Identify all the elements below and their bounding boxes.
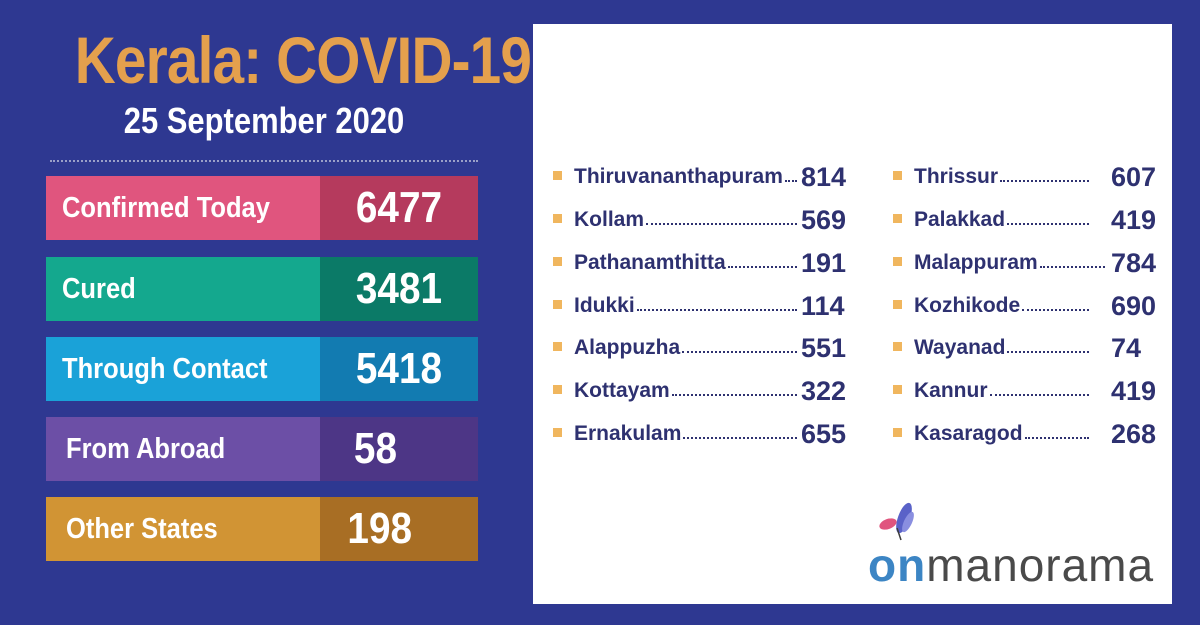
leader-dots xyxy=(682,351,797,353)
butterfly-icon xyxy=(879,502,914,541)
leader-dots xyxy=(646,223,797,225)
district-value: 607 xyxy=(1111,162,1157,192)
district-row: Kozhikode 690 xyxy=(893,281,1163,321)
stat-label: Confirmed Today xyxy=(46,176,320,240)
stat-confirmed-today: Confirmed Today 6477 xyxy=(46,176,478,240)
bullet-icon xyxy=(893,257,902,266)
district-name: Ernakulam xyxy=(574,422,682,445)
divider xyxy=(50,160,478,162)
logo-prefix: on xyxy=(868,539,927,591)
bullet-icon xyxy=(553,171,562,180)
leader-dots xyxy=(1022,309,1089,311)
district-value: 322 xyxy=(801,376,847,406)
district-name: Thrissur xyxy=(914,165,999,188)
district-name: Palakkad xyxy=(914,208,1006,231)
leader-dots xyxy=(784,180,797,182)
district-row: Thrissur 607 xyxy=(893,152,1163,192)
district-value: 74 xyxy=(1111,333,1142,363)
district-name: Kollam xyxy=(574,208,645,231)
bullet-icon xyxy=(893,342,902,351)
district-row: Thiruvananthapuram 814 xyxy=(553,152,853,192)
stat-label: From Abroad xyxy=(46,417,320,481)
district-name: Pathanamthitta xyxy=(574,251,726,274)
page-title: Kerala: COVID-19 xyxy=(74,23,532,97)
stat-cured: Cured 3481 xyxy=(46,257,478,321)
stat-through-contact: Through Contact 5418 xyxy=(46,337,478,401)
leader-dots xyxy=(671,394,797,396)
bullet-icon xyxy=(893,428,902,437)
stat-value: 198 xyxy=(320,497,478,561)
district-value: 268 xyxy=(1111,419,1157,449)
district-row: Idukki 114 xyxy=(553,281,853,321)
leader-dots xyxy=(1000,180,1089,182)
stat-from-abroad: From Abroad 58 xyxy=(46,417,478,481)
district-row: Palakkad 419 xyxy=(893,195,1163,235)
district-row: Kasaragod 268 xyxy=(893,409,1163,449)
district-name: Thiruvananthapuram xyxy=(574,165,783,188)
onmanorama-logo: onmanorama xyxy=(868,540,1154,590)
leader-dots xyxy=(1007,223,1089,225)
stat-value: 3481 xyxy=(320,257,478,321)
leader-dots xyxy=(989,394,1089,396)
bullet-icon xyxy=(553,428,562,437)
district-name: Malappuram xyxy=(914,251,1038,274)
district-value: 569 xyxy=(801,205,847,235)
district-row: Kottayam 322 xyxy=(553,366,853,406)
leader-dots xyxy=(727,266,797,268)
district-row: Alappuzha 551 xyxy=(553,323,853,363)
bullet-icon xyxy=(893,385,902,394)
district-row: Malappuram 784 xyxy=(893,238,1163,278)
district-panel xyxy=(533,24,1172,604)
stat-label: Through Contact xyxy=(46,337,320,401)
district-row: Kollam 569 xyxy=(553,195,853,235)
district-name: Kasaragod xyxy=(914,422,1023,445)
district-name: Idukki xyxy=(574,294,635,317)
leader-dots xyxy=(683,437,797,439)
district-value: 690 xyxy=(1111,291,1157,321)
leader-dots xyxy=(1024,437,1089,439)
stat-value: 6477 xyxy=(320,176,478,240)
district-value: 114 xyxy=(801,291,845,321)
bullet-icon xyxy=(893,300,902,309)
stat-value: 58 xyxy=(320,417,478,481)
bullet-icon xyxy=(553,385,562,394)
district-name: Alappuzha xyxy=(574,336,681,359)
stat-label: Cured xyxy=(46,257,320,321)
district-name: Kozhikode xyxy=(914,294,1021,317)
report-date: 25 September 2020 xyxy=(123,100,405,141)
district-value: 784 xyxy=(1111,248,1157,278)
district-name: Kannur xyxy=(914,379,988,402)
district-row: Ernakulam 655 xyxy=(553,409,853,449)
bullet-icon xyxy=(553,342,562,351)
bullet-icon xyxy=(893,214,902,223)
leader-dots xyxy=(636,309,797,311)
bullet-icon xyxy=(553,214,562,223)
stat-label: Other States xyxy=(46,497,320,561)
district-name: Kottayam xyxy=(574,379,670,402)
district-value: 191 xyxy=(801,248,847,278)
bullet-icon xyxy=(893,171,902,180)
district-value: 551 xyxy=(801,333,847,363)
leader-dots xyxy=(1007,351,1089,353)
district-row: Wayanad 74 xyxy=(893,323,1163,363)
district-value: 655 xyxy=(801,419,847,449)
district-row: Pathanamthitta 191 xyxy=(553,238,853,278)
stat-other-states: Other States 198 xyxy=(46,497,478,561)
district-name: Wayanad xyxy=(914,336,1006,359)
bullet-icon xyxy=(553,257,562,266)
district-value: 814 xyxy=(801,162,847,192)
district-value: 419 xyxy=(1111,205,1157,235)
district-row: Kannur 419 xyxy=(893,366,1163,406)
bullet-icon xyxy=(553,300,562,309)
district-value: 419 xyxy=(1111,376,1157,406)
stat-value: 5418 xyxy=(320,337,478,401)
logo-rest: manorama xyxy=(926,539,1155,591)
leader-dots xyxy=(1039,266,1105,268)
